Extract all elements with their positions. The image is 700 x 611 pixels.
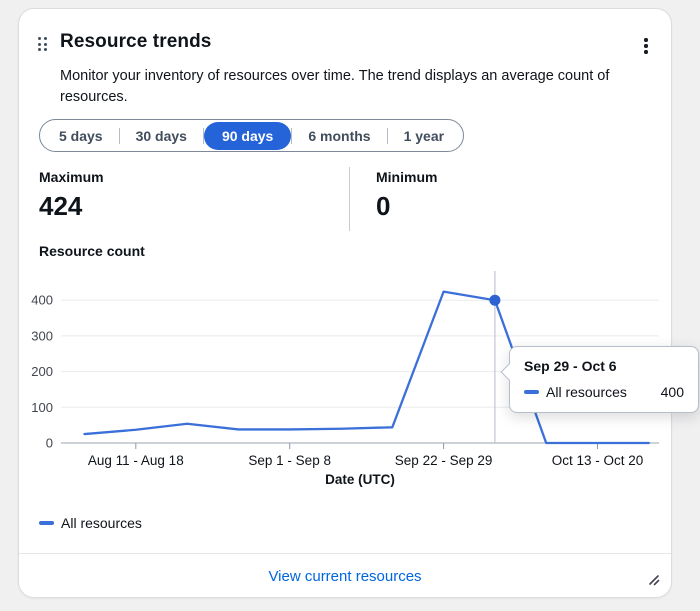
resource-trends-widget: Resource trends Monitor your inventory o… — [18, 8, 699, 599]
widget-title: Resource trends — [60, 31, 212, 52]
series-color-dash-icon — [524, 390, 539, 394]
tooltip-series-value: 400 — [660, 384, 684, 400]
y-tick-label: 0 — [46, 436, 53, 451]
widget-footer: View current resources — [19, 554, 671, 598]
trend-chart[interactable]: 0 100 200 300 400 Aug 11 - Aug 18 Sep 1 - Sep … — [19, 9, 673, 599]
legend-label: All resources — [61, 515, 142, 531]
range-option-90-days[interactable]: 90 days — [203, 121, 292, 150]
time-range-selector: 5 days 30 days 90 days 6 months 1 year — [39, 119, 465, 152]
range-option-1-year[interactable]: 1 year — [388, 122, 460, 150]
stat-minimum: Minimum 0 — [376, 169, 437, 220]
chart-tooltip: Sep 29 - Oct 6 All resources 400 — [500, 346, 699, 413]
highlighted-data-point[interactable] — [489, 294, 501, 306]
y-tick-label: 100 — [31, 400, 53, 415]
segment-divider — [118, 127, 120, 144]
chart-y-axis-title: Resource count — [39, 243, 145, 259]
footer-divider — [19, 553, 671, 554]
stat-maximum: Maximum 424 — [39, 169, 104, 220]
x-tick-label: Sep 22 - Sep 29 — [395, 453, 493, 468]
segment-divider — [386, 127, 388, 144]
tooltip-series-label: All resources — [546, 384, 627, 400]
stat-minimum-label: Minimum — [376, 169, 438, 185]
x-tick-label: Aug 11 - Aug 18 — [88, 453, 184, 468]
y-tick-label: 300 — [31, 328, 53, 343]
range-option-5-days[interactable]: 5 days — [43, 122, 119, 150]
x-tick-label: Sep 1 - Sep 8 — [248, 453, 331, 468]
tooltip-period: Sep 29 - Oct 6 — [524, 358, 617, 374]
stats-divider — [349, 167, 350, 231]
tooltip-series-row: All resources 400 — [524, 384, 684, 400]
kebab-menu-icon — [644, 38, 648, 42]
y-tick-label: 200 — [31, 364, 53, 379]
resize-handle-icon[interactable] — [645, 571, 661, 587]
view-current-resources-link[interactable]: View current resources — [268, 567, 422, 585]
range-option-30-days[interactable]: 30 days — [120, 122, 203, 150]
widget-description: Monitor your inventory of resources over… — [60, 68, 610, 105]
series-line — [83, 290, 650, 445]
drag-handle-icon[interactable] — [38, 37, 47, 51]
stat-maximum-label: Maximum — [39, 169, 104, 185]
x-axis-title: Date (UTC) — [325, 472, 395, 487]
chart-legend-item[interactable]: All resources — [39, 515, 142, 531]
x-tick-label: Oct 13 - Oct 20 — [552, 453, 644, 468]
stat-maximum-value: 424 — [39, 191, 83, 221]
segment-divider — [202, 127, 204, 144]
y-tick-label: 400 — [31, 293, 53, 308]
kebab-menu-button[interactable] — [633, 33, 659, 59]
range-option-6-months[interactable]: 6 months — [292, 122, 386, 150]
legend-color-dash-icon — [39, 521, 54, 525]
stat-minimum-value: 0 — [376, 191, 391, 221]
segment-divider — [291, 127, 293, 144]
